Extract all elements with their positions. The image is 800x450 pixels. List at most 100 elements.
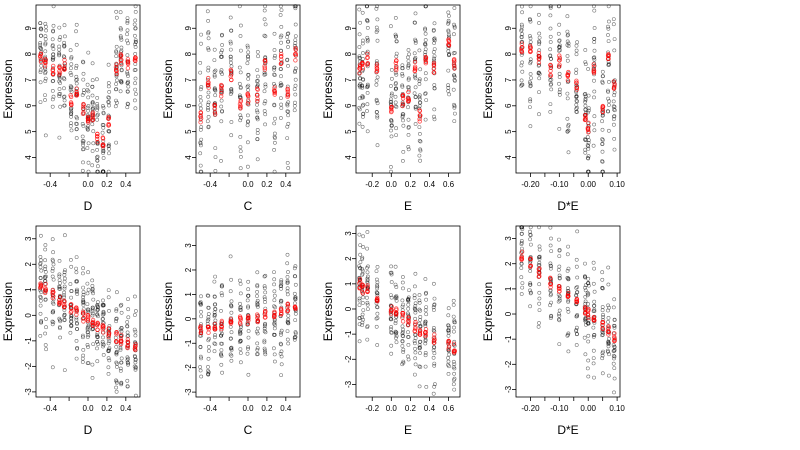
background-point — [228, 15, 233, 20]
background-point — [133, 87, 138, 92]
background-point — [374, 99, 379, 103]
data-point — [413, 321, 418, 326]
background-point — [279, 332, 283, 337]
background-point — [583, 274, 587, 279]
background-point — [389, 128, 393, 133]
background-point — [424, 297, 429, 302]
x-tick-label: 0.10 — [609, 180, 625, 189]
background-point — [600, 142, 605, 147]
series-1 — [198, 301, 298, 336]
background-point — [375, 264, 380, 269]
background-point — [86, 160, 91, 165]
background-point — [126, 84, 131, 89]
background-point — [431, 328, 436, 333]
background-point — [431, 281, 436, 286]
background-point — [412, 296, 417, 300]
background-point — [418, 100, 423, 105]
background-point — [86, 345, 90, 349]
background-point — [229, 133, 234, 138]
data-point — [219, 318, 224, 324]
background-point — [238, 332, 242, 337]
background-point — [566, 331, 571, 336]
background-point — [74, 279, 79, 284]
x-tick-label: 0.00 — [580, 404, 596, 413]
background-point — [219, 98, 224, 103]
background-point — [39, 63, 44, 68]
background-point — [62, 77, 67, 82]
background-point — [406, 306, 411, 311]
data-point — [125, 60, 131, 66]
background-point — [285, 278, 290, 283]
background-point — [62, 290, 67, 295]
background-point — [388, 303, 393, 308]
background-point — [548, 288, 553, 293]
background-point — [101, 156, 106, 160]
background-point — [432, 21, 437, 26]
background-point — [565, 268, 570, 273]
background-point — [38, 68, 43, 73]
background-point — [401, 118, 405, 123]
data-point — [393, 310, 399, 315]
background-point — [62, 272, 67, 277]
background-point — [63, 276, 67, 281]
data-point — [292, 305, 298, 310]
data-point — [271, 315, 277, 320]
background-point — [452, 24, 457, 29]
background-point — [238, 149, 243, 154]
data-point — [80, 104, 86, 109]
background-point — [519, 78, 524, 83]
background-point — [432, 56, 436, 61]
background-point — [424, 290, 429, 295]
background-point — [606, 63, 611, 67]
background-point — [357, 232, 362, 237]
background-point — [519, 266, 524, 270]
background-point — [432, 344, 436, 349]
background-point — [412, 341, 417, 346]
background-point — [133, 365, 138, 370]
background-point — [245, 61, 250, 66]
y-axis-label: Expression — [321, 282, 335, 341]
background-point — [586, 67, 591, 71]
data-point — [389, 109, 394, 115]
background-point — [557, 342, 562, 347]
x-axis-label: C — [244, 199, 253, 213]
data-point — [279, 308, 284, 313]
background-point — [393, 100, 398, 105]
x-axis-label: D*E — [557, 423, 578, 437]
background-point — [90, 78, 95, 83]
x-tick-label: -0.2 — [365, 180, 379, 189]
background-point — [85, 302, 90, 307]
background-point — [549, 313, 554, 318]
background-point — [600, 69, 605, 74]
background-point — [360, 124, 365, 129]
background-point — [592, 8, 597, 13]
y-tick-label: -1 — [184, 339, 193, 347]
background-point — [43, 98, 47, 102]
background-point — [583, 98, 588, 103]
background-point — [80, 360, 85, 364]
y-tick-label: -1 — [24, 337, 33, 345]
background-point — [278, 35, 283, 40]
background-point — [431, 37, 436, 42]
background-point — [74, 270, 79, 275]
data-point — [557, 286, 562, 291]
background-point — [612, 117, 616, 122]
data-point — [583, 310, 588, 316]
background-point — [586, 138, 591, 143]
background-point — [451, 359, 456, 364]
x-tick-label: 0.6 — [443, 404, 455, 413]
background-point — [51, 94, 56, 99]
data-point — [95, 139, 100, 145]
background-point — [107, 308, 111, 313]
background-point — [583, 48, 588, 52]
background-point — [607, 128, 611, 133]
background-point — [606, 26, 611, 31]
data-point — [114, 71, 119, 76]
data-point — [388, 307, 394, 312]
background-point — [125, 38, 130, 43]
background-point — [228, 352, 233, 357]
background-point — [238, 347, 243, 352]
background-point — [400, 275, 405, 279]
background-point — [592, 266, 597, 271]
background-point — [556, 267, 561, 272]
